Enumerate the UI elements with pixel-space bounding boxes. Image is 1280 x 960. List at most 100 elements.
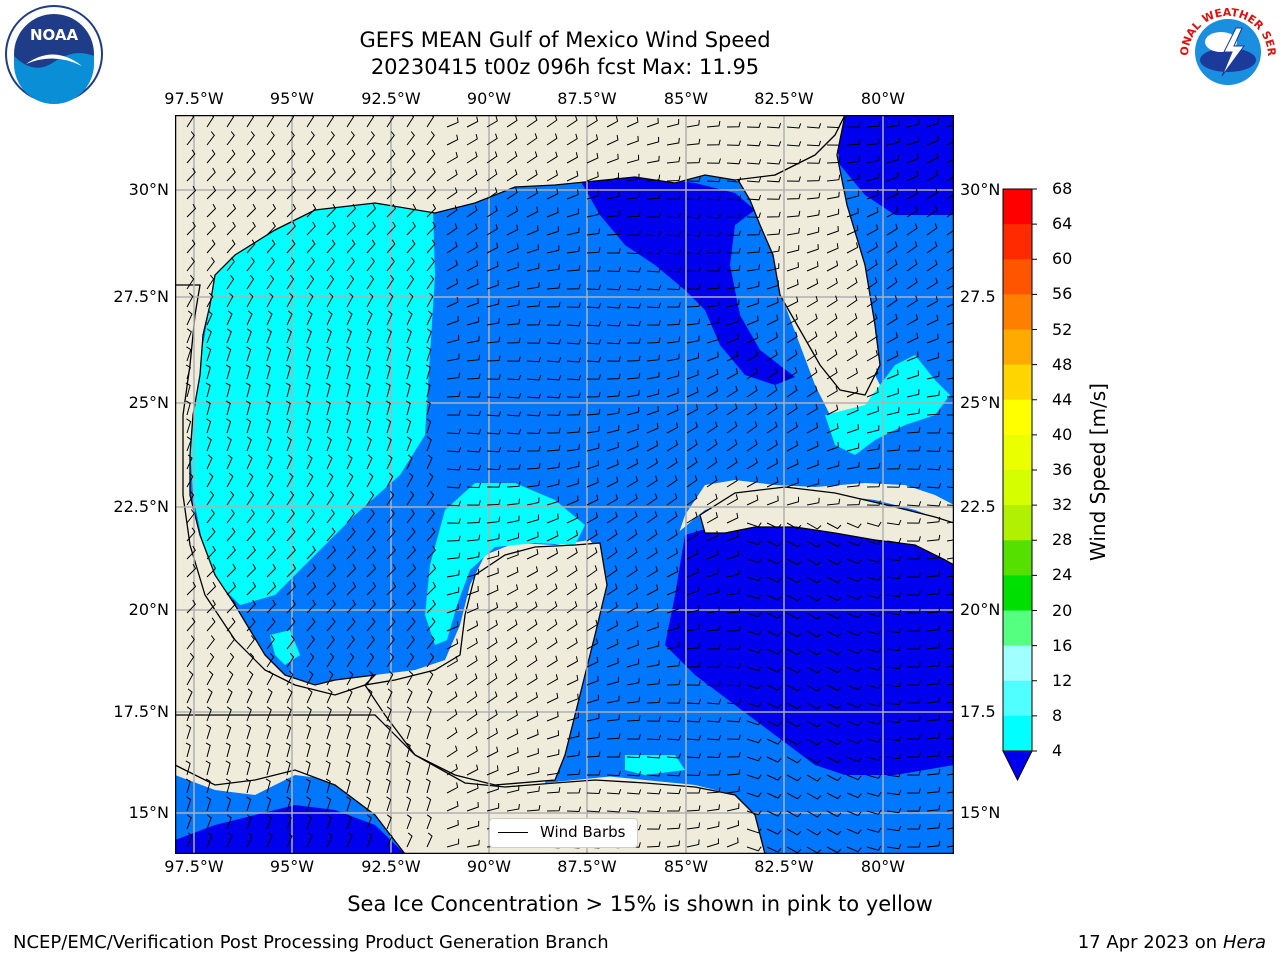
wind-barb-596 (405, 382, 411, 398)
wind-barb-492 (666, 336, 681, 344)
wind-barb-774 (846, 461, 860, 470)
lon-label-top-6: 82.5°W (754, 89, 814, 108)
wind-barb-1518 (906, 806, 921, 812)
wind-barb-522 (486, 355, 501, 362)
wind-barb-1135 (266, 635, 275, 650)
wind-barb-1399 (866, 755, 882, 761)
wind-barb-1010 (886, 573, 902, 580)
wind-barb-565 (566, 374, 582, 381)
wind-barb-400 (386, 292, 394, 308)
wind-barb-188 (826, 191, 840, 200)
wind-barb-1099 (326, 617, 336, 632)
wind-barb-331 (566, 265, 581, 272)
wind-barb-713 (406, 436, 412, 452)
wind-barb-979 (266, 563, 277, 578)
wind-barb-489 (606, 338, 622, 345)
wind-barb-781 (206, 472, 214, 488)
wind-barb-599 (466, 392, 481, 398)
wind-barb-166 (386, 185, 397, 200)
wind-barb-746 (286, 454, 293, 470)
wind-barb-717 (486, 447, 502, 453)
wind-barb-1061 (346, 599, 356, 614)
noaa-logo: NOAA (5, 5, 103, 104)
wind-barb-304 (806, 244, 819, 254)
wind-barb-1189 (566, 656, 579, 668)
wind-barb-1331 (286, 724, 292, 740)
wind-barb-1105 (446, 621, 459, 632)
wind-barb-121 (266, 167, 276, 182)
wind-barb-835 (506, 498, 521, 506)
wind-barb-135 (546, 170, 558, 182)
wind-barb-1200 (786, 666, 802, 674)
wind-barb-1327 (206, 724, 212, 740)
wind-barb-915 (546, 530, 559, 542)
wind-barb-435 (306, 310, 313, 326)
wind-barb-695 (826, 423, 839, 434)
wind-barb-548 (225, 364, 231, 380)
wind-barb-417 (726, 299, 740, 308)
wind-barb-1504 (626, 807, 642, 813)
wind-barb-248 (466, 223, 478, 236)
legend-line-sample (498, 832, 528, 833)
wind-barb-28 (746, 122, 761, 128)
wind-barb-1450 (325, 778, 331, 794)
wind-barb-1140 (366, 635, 375, 650)
wind-barb-274 (206, 239, 216, 254)
wind-barb-143 (706, 176, 722, 183)
wind-barb-1154 (646, 640, 660, 650)
wind-barb-421 (806, 295, 818, 308)
wind-barb-209 (466, 205, 478, 218)
wind-barb-140 (646, 174, 661, 182)
wind-barb-406 (506, 299, 520, 308)
wind-barb-1082 (766, 612, 782, 619)
wind-barb-1555 (866, 827, 882, 833)
wind-barb-254 (586, 228, 601, 236)
wind-barb-782 (226, 472, 234, 488)
wind-barb-1210 (206, 670, 214, 686)
wind-barb-620 (886, 388, 899, 398)
colorbar-bin-12 (1003, 610, 1032, 647)
wind-barb-1034 (586, 583, 598, 596)
wind-barb-751 (386, 454, 393, 470)
wind-barb-1014 (186, 581, 197, 596)
wind-barb-686 (646, 423, 659, 434)
wind-barb-999 (666, 566, 679, 578)
wind-barb-531 (666, 353, 680, 362)
wind-barb-544 (926, 352, 940, 362)
wind-barb-1360 (866, 737, 882, 743)
noaa-logo-text: NOAA (30, 26, 79, 44)
wind-barb-1303 (506, 710, 518, 722)
wind-barb-1423 (566, 769, 581, 776)
wind-barb-356 (286, 274, 295, 290)
wind-barb-273 (186, 239, 196, 254)
lat-label-left-3: 22.5°N (113, 497, 169, 516)
wind-barb-147 (786, 176, 801, 182)
wind-barb-662 (947, 414, 954, 416)
wind-barb-1393 (746, 756, 762, 762)
wind-barb-109 (806, 158, 821, 164)
wind-barb-1258 (386, 688, 393, 704)
wind-barb-1134 (246, 635, 255, 650)
wind-barb-838 (566, 495, 579, 506)
colorbar-tick-14: 12 (1052, 670, 1073, 690)
wind-barb-401 (406, 292, 414, 308)
wind-barb-391 (206, 292, 214, 308)
wind-barb-1180 (386, 652, 395, 668)
wind-barb-882 (666, 511, 678, 524)
wind-barb-805 (686, 475, 698, 488)
wind-barb-892 (866, 521, 882, 527)
wind-barb-337 (686, 266, 701, 273)
wind-barb-1279 (806, 702, 822, 710)
wind-barb-448 (566, 320, 582, 327)
wind-barb-1024 (386, 581, 397, 596)
wind-barb-294 (607, 248, 621, 254)
wind-barb-1481 (946, 791, 954, 794)
wind-barb-614 (766, 385, 778, 398)
wind-barb-645 (606, 407, 620, 416)
wind-barb-80 (226, 149, 236, 164)
wind-barb-1437 (846, 774, 862, 781)
wind-barb-865 (326, 509, 335, 524)
wind-barb-83 (286, 149, 296, 164)
wind-barb-215 (586, 209, 600, 218)
wind-barb-589 (265, 382, 271, 398)
